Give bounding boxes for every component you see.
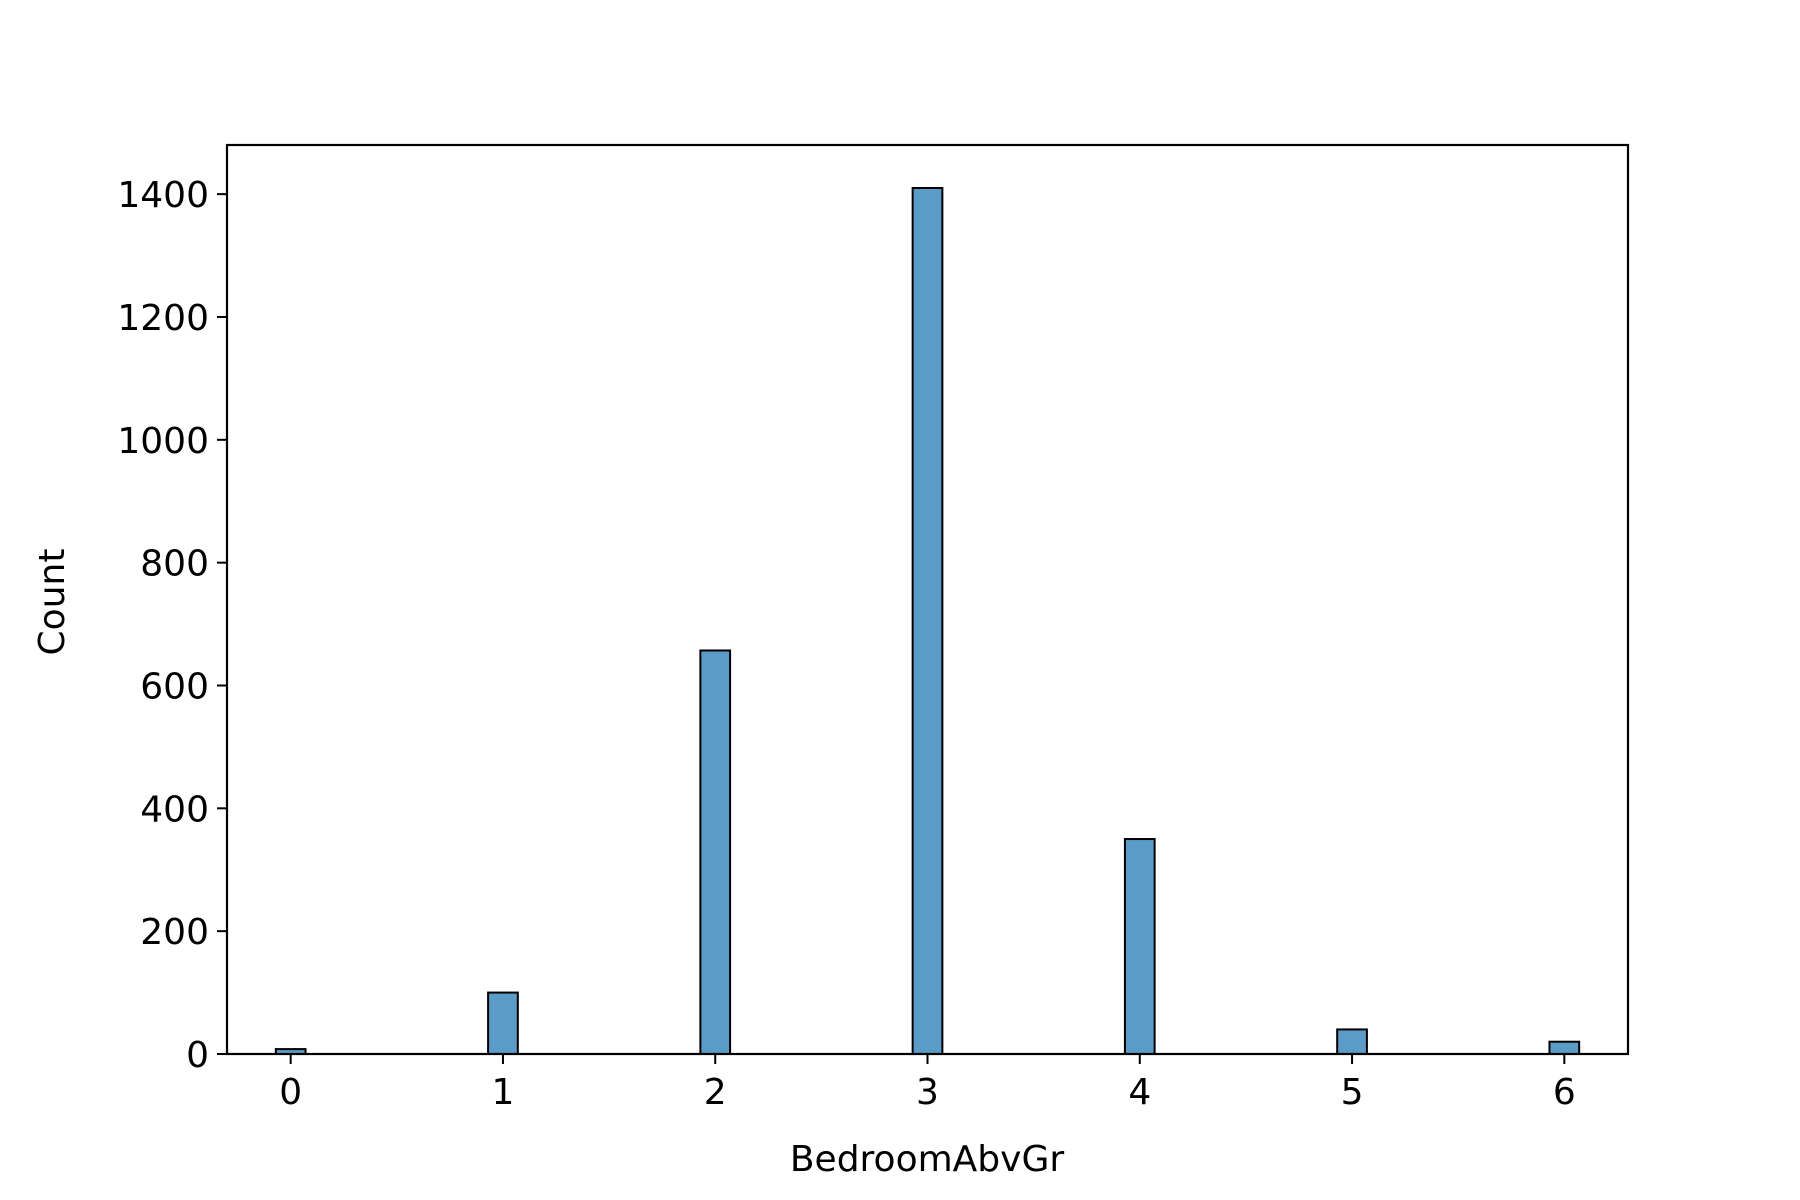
x-tick-label: 4 (1128, 1072, 1151, 1113)
bar-3 (911, 186, 944, 1056)
bar-4 (1123, 838, 1156, 1056)
bar-1 (487, 991, 519, 1056)
bars-group (274, 186, 1581, 1056)
y-ticks: 0 200 400 600 800 1000 1200 1400 (117, 175, 227, 1076)
y-tick-label: 0 (186, 1035, 209, 1076)
y-tick-label: 1400 (117, 175, 209, 216)
x-tick-label: 1 (492, 1072, 515, 1113)
x-tick-label: 2 (704, 1072, 727, 1113)
y-axis-title: Count (32, 549, 73, 656)
bar-5 (1336, 1028, 1368, 1056)
bar-6 (1548, 1040, 1581, 1055)
x-tick-label: 0 (279, 1072, 302, 1113)
y-tick-label: 800 (140, 544, 209, 585)
x-axis-title: BedroomAbvGr (790, 1139, 1065, 1180)
y-tick-label: 1000 (117, 421, 209, 462)
y-tick-label: 1200 (117, 298, 209, 339)
y-tick-label: 200 (140, 912, 209, 953)
x-tick-label: 3 (916, 1072, 939, 1113)
y-tick-label: 400 (140, 789, 209, 830)
x-tick-label: 5 (1341, 1072, 1364, 1113)
bar-2 (699, 649, 732, 1055)
y-tick-label: 600 (140, 666, 209, 707)
x-ticks: 0 1 2 3 4 5 6 (279, 1054, 1576, 1113)
x-tick-label: 6 (1553, 1072, 1576, 1113)
